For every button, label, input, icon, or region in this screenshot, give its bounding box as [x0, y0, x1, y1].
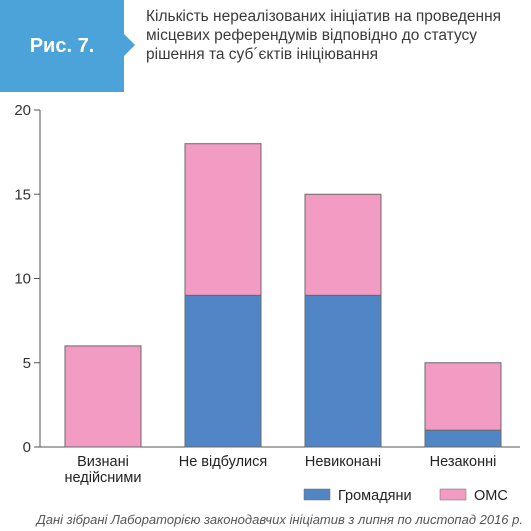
bar-segment — [424, 429, 502, 448]
figure-title: Кількість нереалізованих ініціатив на пр… — [146, 8, 502, 63]
y-tick-label: 10 — [14, 271, 31, 288]
y-tick-label: 15 — [14, 186, 31, 203]
x-tick-label: Невиконані — [305, 454, 381, 470]
x-tick-label: Визнані — [77, 454, 129, 470]
bar-segment — [424, 362, 502, 431]
legend-label: ОМС — [474, 488, 508, 504]
bar-segment — [304, 193, 382, 296]
legend-swatch — [303, 488, 331, 501]
figure-footnote: Дані зібрані Лабораторією законодавчих і… — [36, 512, 523, 527]
x-tick-label: недійсними — [65, 470, 142, 486]
figure-label: Рис. 7. — [29, 34, 95, 57]
y-tick-label: 5 — [23, 355, 31, 372]
bar-segment — [184, 294, 262, 448]
legend-swatch — [439, 488, 467, 501]
figure-badge-arrow — [124, 34, 135, 56]
bar-segment — [184, 143, 262, 296]
figure-badge — [0, 0, 124, 92]
bar-segment — [304, 294, 382, 448]
y-tick-label: 0 — [23, 439, 31, 456]
bar-segment — [64, 345, 142, 448]
x-tick-label: Не відбулися — [179, 454, 268, 470]
x-tick-label: Незаконні — [430, 454, 497, 470]
y-tick-label: 20 — [14, 102, 31, 119]
legend-label: Громадяни — [338, 488, 412, 504]
